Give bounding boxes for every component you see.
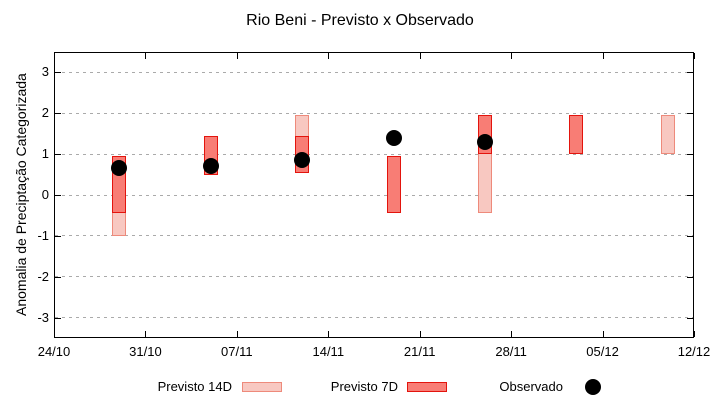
y-tick-left bbox=[55, 113, 61, 115]
y-tick-label: -2 bbox=[37, 268, 49, 284]
x-tick-top bbox=[328, 53, 330, 59]
x-tick-label: 21/11 bbox=[403, 344, 436, 359]
x-tick-bottom bbox=[145, 331, 147, 337]
y-tick-label: -3 bbox=[37, 309, 49, 325]
y-tick-left bbox=[55, 235, 61, 237]
observado-dot bbox=[111, 160, 128, 177]
gridline bbox=[55, 317, 693, 319]
x-tick-top bbox=[145, 53, 147, 59]
x-tick-label: 28/11 bbox=[495, 344, 527, 359]
x-tick-top bbox=[236, 53, 238, 59]
legend-label: Previsto 14D bbox=[157, 379, 232, 394]
x-tick-label: 05/12 bbox=[586, 344, 619, 359]
y-tick-left bbox=[55, 154, 61, 156]
y-tick-right bbox=[687, 235, 693, 237]
legend-observado-dot bbox=[585, 379, 601, 395]
y-tick-label: 2 bbox=[41, 105, 49, 121]
x-tick-bottom bbox=[236, 331, 238, 337]
x-tick-bottom bbox=[602, 331, 604, 337]
bar-previsto-14d bbox=[660, 115, 675, 155]
legend-label: Observado bbox=[499, 379, 563, 394]
x-tick-label: 14/11 bbox=[312, 344, 345, 359]
x-tick-label: 07/11 bbox=[221, 344, 253, 359]
y-tick-right bbox=[687, 195, 693, 196]
y-tick-left bbox=[55, 72, 61, 74]
x-tick-bottom bbox=[694, 331, 695, 337]
y-tick-label: -1 bbox=[37, 227, 49, 243]
x-tick-label: 31/10 bbox=[129, 344, 162, 359]
observado-dot bbox=[294, 152, 311, 169]
observado-dot bbox=[202, 158, 219, 175]
legend-label: Previsto 7D bbox=[330, 379, 398, 394]
gridline bbox=[55, 71, 693, 73]
x-tick-top bbox=[511, 53, 513, 59]
y-tick-right bbox=[687, 72, 693, 74]
y-tick-left bbox=[55, 276, 61, 278]
bar-previsto-7d bbox=[386, 156, 401, 214]
gridline bbox=[55, 112, 693, 114]
gridline bbox=[55, 153, 693, 155]
legend-swatch-14d bbox=[242, 382, 282, 392]
y-tick-left bbox=[55, 195, 61, 196]
observado-dot bbox=[385, 129, 402, 146]
x-tick-bottom bbox=[328, 331, 330, 337]
y-tick-right bbox=[687, 113, 693, 115]
y-tick-right bbox=[687, 276, 693, 278]
y-tick-right bbox=[687, 317, 693, 319]
x-tick-bottom bbox=[511, 331, 513, 337]
bar-previsto-7d bbox=[569, 115, 584, 155]
y-tick-left bbox=[55, 317, 61, 319]
gridline bbox=[55, 276, 693, 278]
y-tick-label: 0 bbox=[41, 187, 49, 202]
y-tick-label: 3 bbox=[41, 64, 49, 80]
x-tick-bottom bbox=[54, 331, 55, 337]
legend-swatch-7d bbox=[407, 382, 447, 392]
y-tick-right bbox=[687, 154, 693, 156]
observado-dot bbox=[477, 133, 494, 150]
y-tick-label: 1 bbox=[41, 146, 49, 162]
x-tick-label: 12/12 bbox=[677, 344, 711, 359]
x-tick-bottom bbox=[419, 331, 421, 337]
x-tick-top bbox=[694, 53, 695, 59]
x-tick-top bbox=[602, 53, 604, 59]
x-tick-label: 24/10 bbox=[37, 344, 71, 359]
gridline bbox=[55, 194, 693, 196]
x-tick-top bbox=[54, 53, 55, 59]
x-tick-top bbox=[419, 53, 421, 59]
chart-title: Rio Beni - Previsto x Observado bbox=[246, 12, 474, 29]
gridline bbox=[55, 235, 693, 237]
